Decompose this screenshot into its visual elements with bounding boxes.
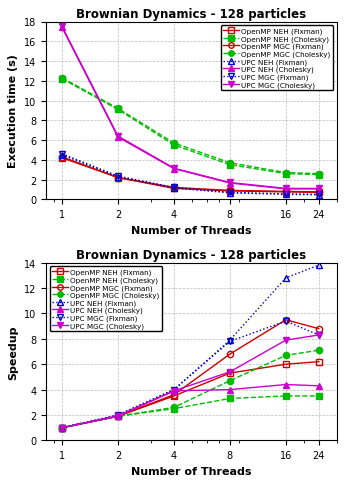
Title: Brownian Dynamics - 128 particles: Brownian Dynamics - 128 particles	[76, 8, 306, 21]
X-axis label: Number of Threads: Number of Threads	[131, 225, 252, 235]
Title: Brownian Dynamics - 128 particles: Brownian Dynamics - 128 particles	[76, 249, 306, 262]
Legend: OpenMP NEH (Fixman), OpenMP NEH (Cholesky), OpenMP MGC (Fixman), OpenMP MGC (Cho: OpenMP NEH (Fixman), OpenMP NEH (Cholesk…	[50, 267, 162, 332]
Legend: OpenMP NEH (Fixman), OpenMP NEH (Cholesky), OpenMP MGC (Fixman), OpenMP MGC (Cho: OpenMP NEH (Fixman), OpenMP NEH (Cholesk…	[221, 26, 333, 91]
Y-axis label: Execution time (s): Execution time (s)	[8, 54, 18, 168]
X-axis label: Number of Threads: Number of Threads	[131, 466, 252, 476]
Y-axis label: Speedup: Speedup	[8, 325, 18, 379]
